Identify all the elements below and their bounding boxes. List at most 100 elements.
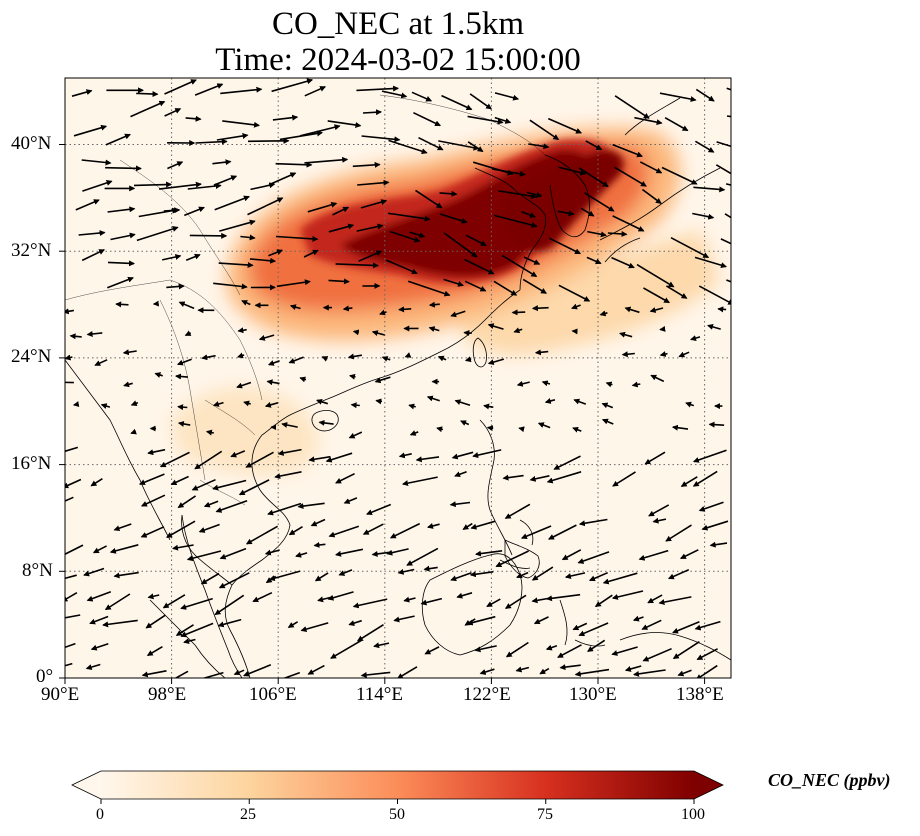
wind-arrow [487, 323, 504, 330]
wind-arrow [237, 327, 247, 334]
wind-arrow [113, 571, 139, 579]
wind-arrow [501, 254, 538, 278]
wind-arrow [585, 140, 603, 151]
wind-arrow [690, 335, 701, 341]
wind-arrow [185, 115, 202, 122]
wind-arrow [271, 78, 314, 93]
wind-arrow [358, 250, 383, 262]
wind-arrow [411, 91, 433, 102]
wind-arrow [466, 615, 496, 626]
lon-tick-label: 90°E [41, 684, 80, 705]
lat-tick-label: 8°N [22, 560, 53, 581]
wind-arrow [611, 590, 644, 600]
colorbar-label: CO_NEC (ppbv) [768, 770, 891, 790]
wind-arrow [587, 230, 607, 238]
wind-arrow [397, 568, 415, 575]
colorbar-tick-label: 50 [389, 806, 405, 823]
wind-arrow [494, 92, 520, 101]
wind-arrow [266, 379, 280, 386]
wind-arrow [521, 211, 536, 218]
wind-arrow [708, 421, 725, 428]
wind-arrow [588, 571, 609, 582]
wind-arrow [467, 115, 504, 125]
wind-arrow [698, 285, 731, 305]
wind-arrow [233, 669, 245, 676]
wind-arrow [692, 470, 718, 487]
myanmar-coast [65, 359, 171, 541]
wind-arrow [541, 380, 551, 387]
wind-arrow [607, 230, 628, 237]
wind-arrow [529, 475, 550, 482]
wind-arrow [267, 360, 280, 366]
wind-arrow [491, 168, 526, 177]
wind-arrow [619, 331, 633, 338]
wind-arrow [105, 133, 131, 146]
wind-arrow [726, 279, 731, 283]
wind-arrow [548, 524, 577, 540]
wind-arrow [268, 249, 284, 257]
wind-arrow [450, 310, 466, 318]
wind-arrow [634, 116, 663, 126]
wind-arrow [504, 503, 531, 519]
wind-arrow [352, 329, 360, 336]
wind-arrow [184, 330, 192, 337]
wind-arrow [180, 597, 213, 610]
wind-arrow [487, 358, 505, 365]
wind-arrow [213, 175, 238, 186]
wind-arrow [65, 354, 73, 361]
wind-arrow [671, 424, 689, 431]
wind-arrow [638, 549, 669, 561]
wind-arrow [90, 642, 109, 651]
wind-arrow [724, 213, 731, 219]
wind-arrow [438, 140, 480, 151]
wind-arrow [250, 182, 276, 191]
wind-arrow [612, 143, 643, 158]
wind-arrow [86, 330, 103, 337]
wind-arrow [347, 353, 363, 360]
wind-arrow [180, 622, 214, 638]
lat-tick-label: 0° [36, 666, 54, 687]
wind-arrow [587, 639, 606, 652]
wind-arrow [449, 501, 471, 508]
wind-arrow [584, 192, 615, 212]
wind-arrow [159, 181, 202, 190]
sumatra-coast [149, 599, 226, 678]
wind-arrow [140, 494, 166, 507]
wind-arrow [460, 420, 470, 426]
wind-arrow [281, 422, 298, 428]
wind-arrow [264, 549, 280, 556]
wind-arrow [304, 86, 327, 97]
wind-arrow [109, 544, 139, 554]
wind-arrow [611, 646, 638, 656]
wind-arrow [533, 616, 549, 625]
wind-arrow [545, 644, 558, 651]
wind-arrow [349, 373, 356, 380]
wind-arrow [65, 642, 76, 649]
wind-arrow [138, 473, 165, 485]
wind-arrow [537, 422, 551, 429]
wind-arrow [172, 544, 194, 551]
wind-arrow [716, 141, 731, 148]
wind-arrow [247, 137, 290, 144]
wind-arrow [672, 641, 700, 660]
wind-arrow [218, 572, 250, 589]
wind-arrow [90, 478, 103, 487]
wind-arrow [539, 667, 550, 675]
colorbar-gradient [101, 771, 694, 799]
wind-arrow [717, 306, 727, 313]
new-guinea-coast [619, 632, 731, 661]
wind-arrow [130, 100, 166, 118]
wind-arrow [437, 355, 447, 362]
wind-arrow [78, 230, 106, 237]
wind-arrow [200, 572, 220, 585]
colorbar-tick-label: 100 [681, 806, 705, 823]
wind-arrow [495, 550, 529, 568]
wind-arrow [387, 212, 431, 222]
wind-arrow [295, 551, 308, 558]
wind-arrow [287, 621, 299, 628]
wind-arrow [164, 108, 182, 117]
wind-arrow [289, 304, 301, 311]
wind-arrow [352, 598, 388, 609]
wind-arrow [486, 425, 494, 432]
